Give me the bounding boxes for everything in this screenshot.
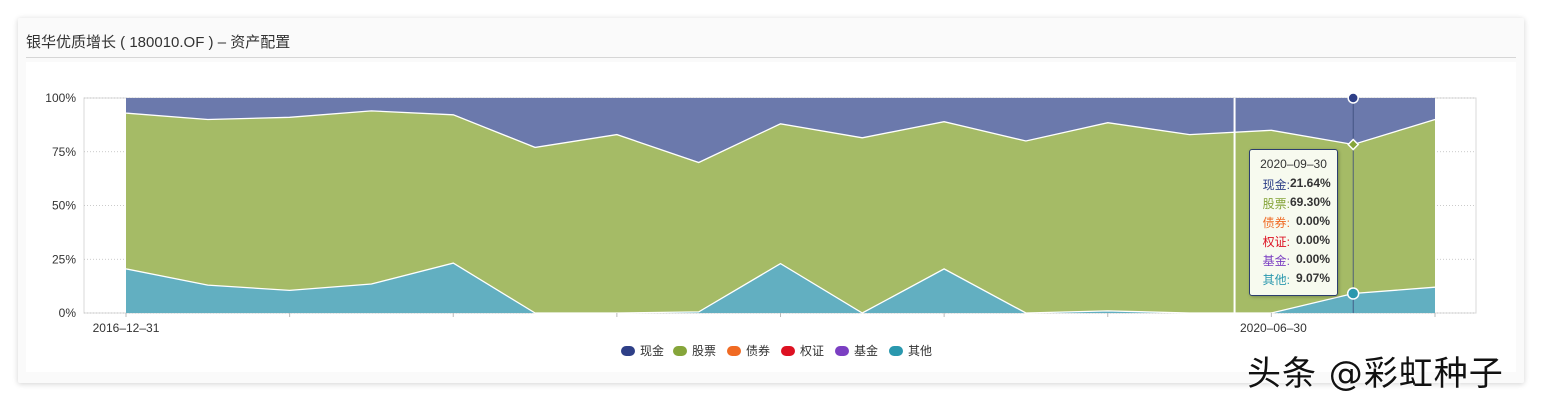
y-tick-label: 100% xyxy=(45,91,76,105)
series-area-cash xyxy=(126,98,1435,163)
tooltip-value: 21.64% xyxy=(1290,176,1331,190)
hover-marker-other xyxy=(1346,287,1360,300)
tooltip-row: 其他: 9.07% xyxy=(1250,271,1337,290)
tooltip-value: 0.00% xyxy=(1295,233,1330,247)
series-line-stock xyxy=(125,110,1436,164)
hover-marker-stock xyxy=(1347,138,1360,151)
tooltip-value: 0.00% xyxy=(1295,252,1330,266)
y-tick-label: 75% xyxy=(52,145,76,159)
tooltip-label: 现金: xyxy=(1262,178,1290,192)
tooltip-label: 债券: xyxy=(1262,216,1290,230)
tooltip-label: 股票: xyxy=(1262,197,1290,211)
tooltip-value: 69.30% xyxy=(1290,195,1331,209)
tooltip-label: 其他: xyxy=(1262,273,1290,287)
legend-item[interactable]: 其他 xyxy=(889,344,932,358)
legend-label: 现金 xyxy=(640,343,664,358)
legend-swatch xyxy=(727,346,741,356)
legend-swatch xyxy=(889,346,903,356)
tooltip-label: 权证: xyxy=(1262,235,1290,249)
legend-label: 债券 xyxy=(746,343,770,358)
tooltip-label: 基金: xyxy=(1262,254,1290,268)
legend-label: 基金 xyxy=(854,343,878,358)
legend-item[interactable]: 债券 xyxy=(727,343,770,358)
hover-marker-cash xyxy=(1347,92,1359,104)
tooltip-value: 9.07% xyxy=(1295,271,1330,285)
chart-tooltip: 2020–09–30 现金: 21.64% 股票: 69.30% 债券: 0.00% 权证:… xyxy=(1249,149,1338,296)
series-area-other xyxy=(126,263,1435,313)
tooltip-date: 2020–09–30 xyxy=(1260,157,1327,171)
tooltip-row: 权证: 0.00% xyxy=(1250,233,1337,252)
legend-swatch xyxy=(673,346,687,356)
chart-title: 银华优质增长 ( 180010.OF ) – 资产配置 xyxy=(26,34,291,51)
tooltip-row: 股票: 69.30% xyxy=(1250,195,1337,214)
y-tick-label: 25% xyxy=(52,252,76,266)
card-header: 银华优质增长 ( 180010.OF ) – 资产配置 xyxy=(26,18,1516,58)
tooltip-row: 债券: 0.00% xyxy=(1250,214,1337,233)
watermark: 头条 @彩虹种子 xyxy=(1247,354,1504,394)
tooltip-value: 0.00% xyxy=(1295,214,1330,228)
legend-swatch xyxy=(781,346,795,356)
legend-item[interactable]: 现金 xyxy=(621,343,664,358)
x-tick-label: 2016–12–31 xyxy=(93,321,160,335)
legend-swatch xyxy=(835,346,849,356)
x-tick-label: 2020–06–30 xyxy=(1240,321,1307,335)
legend-swatch xyxy=(621,346,635,356)
legend-label: 其他 xyxy=(908,344,932,358)
y-tick-label: 0% xyxy=(59,306,77,320)
y-tick-label: 50% xyxy=(52,199,76,213)
series-line-other xyxy=(125,262,1436,314)
tooltip-row: 现金: 21.64% xyxy=(1250,176,1337,195)
legend-label: 权证 xyxy=(800,344,824,358)
legend-label: 股票 xyxy=(692,344,716,358)
legend-item[interactable]: 权证 xyxy=(781,344,824,358)
tooltip-row: 基金: 0.00% xyxy=(1250,252,1337,271)
legend-item[interactable]: 股票 xyxy=(673,344,716,358)
legend-item[interactable]: 基金 xyxy=(835,343,878,358)
